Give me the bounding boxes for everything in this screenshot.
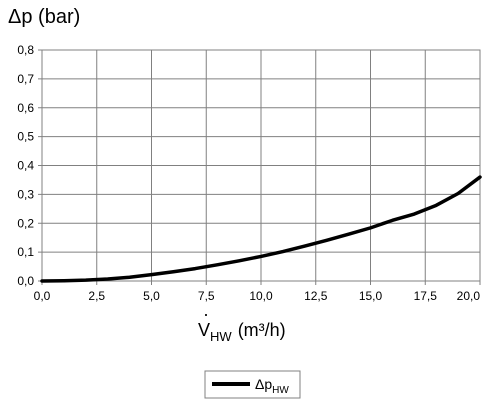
- y-tick-label: 0,8: [17, 43, 34, 57]
- x-tick-label: 10,0: [249, 289, 273, 303]
- x-axis-title-sub: HW: [210, 329, 232, 344]
- x-tick-label: 7,5: [198, 289, 215, 303]
- x-axis-title-unit: (m³/h): [238, 320, 286, 340]
- x-axis-title-dot: ·: [203, 304, 209, 324]
- y-tick-label: 0,5: [17, 130, 34, 144]
- series-line-dp-hw: [40, 175, 482, 283]
- x-tick-label: 2,5: [88, 289, 105, 303]
- x-tick-label: 15,0: [359, 289, 383, 303]
- y-ticks: 0,0 0,1 0,2 0,3 0,4 0,5 0,6 0,7 0,8: [17, 43, 42, 288]
- y-axis-title: Δp (bar): [8, 6, 80, 28]
- y-tick-label: 0,7: [17, 72, 34, 86]
- legend-label-main: Δp: [255, 376, 272, 392]
- legend-label-sub: HW: [272, 385, 289, 396]
- y-tick-label: 0,2: [17, 216, 34, 230]
- svg-text:ΔpHW: ΔpHW: [255, 376, 289, 396]
- y-tick-label: 0,0: [17, 274, 34, 288]
- x-tick-label: 5,0: [143, 289, 160, 303]
- series-layer: [40, 175, 482, 283]
- y-tick-label: 0,1: [17, 245, 34, 259]
- y-tick-label: 0,3: [17, 187, 34, 201]
- y-tick-label: 0,6: [17, 101, 34, 115]
- x-axis-title-main: V: [198, 320, 210, 340]
- grid-lines: [42, 50, 480, 281]
- x-tick-label: 17,5: [414, 289, 438, 303]
- x-tick-label: 12,5: [304, 289, 328, 303]
- legend: ΔpHW: [204, 370, 301, 399]
- x-axis-title: · VHW (m³/h): [198, 304, 286, 344]
- x-tick-label: 0,0: [34, 289, 51, 303]
- x-ticks: 0,0 2,5 5,0 7,5 10,0 12,5 15,0 17,5 20,0: [34, 281, 481, 303]
- x-tick-label: 20,0: [457, 289, 481, 303]
- svg-text:VHW(m³/h): VHW (m³/h): [198, 320, 286, 344]
- y-tick-label: 0,4: [17, 159, 34, 173]
